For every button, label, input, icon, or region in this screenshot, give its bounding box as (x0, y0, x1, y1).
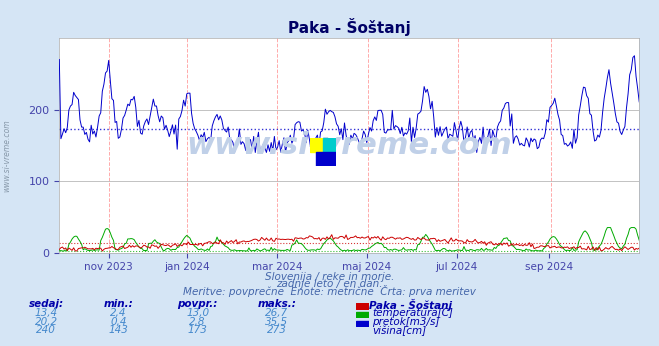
Text: 2,4: 2,4 (110, 308, 127, 318)
Title: Paka - Šoštanj: Paka - Šoštanj (288, 18, 411, 36)
Text: maks.:: maks.: (258, 299, 296, 309)
Text: www.si-vreme.com: www.si-vreme.com (186, 131, 512, 160)
Text: 173: 173 (188, 325, 208, 335)
Text: pretok[m3/s]: pretok[m3/s] (372, 317, 440, 327)
Text: 13,0: 13,0 (186, 308, 210, 318)
Text: www.si-vreme.com: www.si-vreme.com (2, 119, 11, 192)
Text: 20,2: 20,2 (34, 317, 58, 327)
Text: višina[cm]: višina[cm] (372, 325, 426, 336)
Text: povpr.:: povpr.: (177, 299, 218, 309)
Text: 2,8: 2,8 (189, 317, 206, 327)
Text: temperatura[C]: temperatura[C] (372, 308, 453, 318)
Bar (356, 312, 369, 318)
Bar (356, 321, 369, 326)
Text: 26,7: 26,7 (265, 308, 289, 318)
Text: 35,5: 35,5 (265, 317, 289, 327)
Bar (356, 303, 369, 309)
Bar (323, 138, 336, 152)
Text: Meritve: povprečne  Enote: metrične  Črta: prva meritev: Meritve: povprečne Enote: metrične Črta:… (183, 285, 476, 298)
Bar (310, 138, 323, 152)
Text: Slovenija / reke in morje.: Slovenija / reke in morje. (265, 272, 394, 282)
Text: zadnje leto / en dan.: zadnje leto / en dan. (276, 279, 383, 289)
Text: 0,4: 0,4 (110, 317, 127, 327)
Text: 240: 240 (36, 325, 56, 335)
Text: 13,4: 13,4 (34, 308, 58, 318)
Text: sedaj:: sedaj: (28, 299, 64, 309)
Text: min.:: min.: (103, 299, 134, 309)
Bar (316, 152, 336, 166)
Text: 273: 273 (267, 325, 287, 335)
Text: 143: 143 (109, 325, 129, 335)
Text: Paka - Šoštanj: Paka - Šoštanj (369, 299, 452, 311)
